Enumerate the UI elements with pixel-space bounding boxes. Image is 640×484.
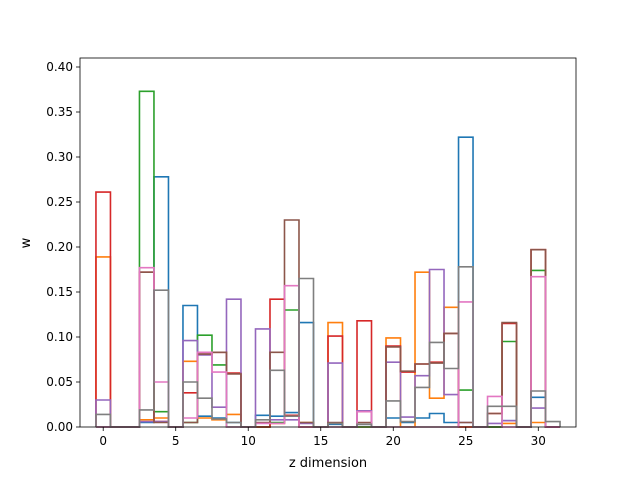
x-tick-label-1: 5 — [172, 434, 180, 448]
x-tick-label-2: 10 — [241, 434, 256, 448]
x-tick-label-5: 25 — [458, 434, 473, 448]
x-axis-label: z dimension — [289, 456, 367, 471]
y-tick-label-5: 0.25 — [46, 195, 73, 209]
axes-layer: 0 5 10 15 20 25 30 0.00 0.05 0.10 0.15 0.20 0.25 0.30… — [46, 57, 577, 448]
axes-frame — [79, 57, 577, 428]
y-tick-label-0: 0.00 — [46, 420, 73, 434]
y-tick-label-7: 0.35 — [46, 105, 73, 119]
y-tick-label-3: 0.15 — [46, 285, 73, 299]
y-tick-label-8: 0.40 — [46, 60, 73, 74]
x-tick-label-6: 30 — [531, 434, 546, 448]
x-tick-label-3: 15 — [313, 434, 328, 448]
x-tick-label-0: 0 — [99, 434, 107, 448]
y-tick-label-2: 0.10 — [46, 330, 73, 344]
x-tick-label-4: 20 — [386, 434, 401, 448]
y-axis-label: w — [19, 237, 34, 248]
y-tick-label-4: 0.20 — [46, 240, 73, 254]
y-tick-label-1: 0.05 — [46, 375, 73, 389]
y-tick-label-6: 0.30 — [46, 150, 73, 164]
